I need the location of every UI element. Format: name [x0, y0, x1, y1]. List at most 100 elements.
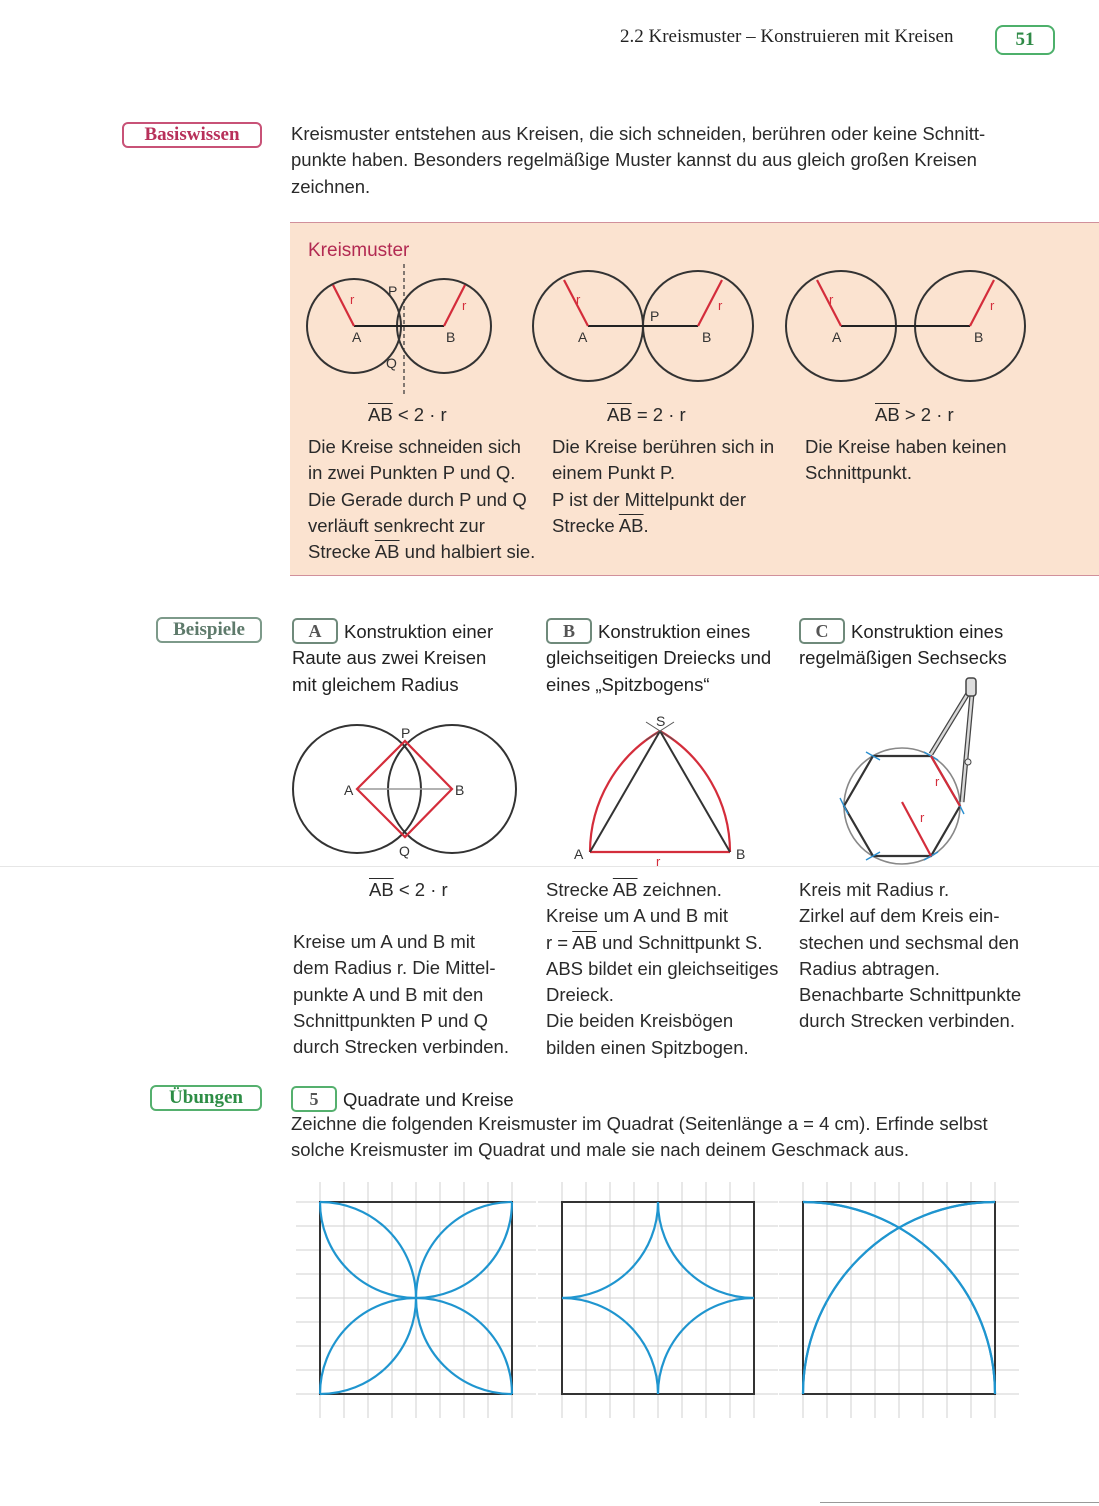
text-line: Kreise um A und B mit	[293, 931, 476, 952]
intro-line: Kreismuster entstehen aus Kreisen, die s…	[291, 123, 986, 144]
text-line: bilden einen Spitzbogen.	[546, 1036, 749, 1058]
triangle-arch-figure: S A B r	[574, 713, 745, 869]
label-s: S	[656, 713, 665, 729]
exercise-number: 5	[291, 1086, 337, 1112]
segment-ab: AB	[374, 541, 400, 563]
label-r: r	[829, 292, 834, 307]
example-letter-b: B	[546, 618, 592, 644]
text-line: Die Kreise berühren sich in	[552, 436, 775, 457]
intro-line: punkte haben. Besonders regelmäßige Must…	[291, 149, 977, 171]
segment-ab: AB	[369, 879, 394, 900]
text-line: P ist der Mittelpunkt der	[552, 488, 746, 510]
label-b: B	[702, 329, 711, 345]
label-r: r	[350, 292, 355, 307]
segment-ab: AB	[368, 404, 393, 425]
title-line: Raute aus zwei Kreisen	[292, 647, 487, 669]
text-line: r = AB und Schnittpunkt S.	[546, 930, 778, 956]
segment-ab: AB	[612, 879, 638, 900]
text-line: einem Punkt P.	[552, 462, 676, 484]
formula-case-1: AB < 2 · r	[368, 404, 447, 426]
intro-line: zeichnen.	[291, 175, 371, 197]
page-number: 51	[995, 25, 1055, 55]
formula-case-3: AB > 2 · r	[875, 404, 954, 426]
example-a-description: Kreise um A und B mit dem Radius r. Die …	[293, 929, 509, 1060]
text-line: ABS bildet ein gleichseitiges	[546, 957, 779, 979]
text-line: Die beiden Kreisbögen	[546, 1010, 734, 1032]
title-text: Konstruktion einer	[344, 621, 494, 642]
label-a: A	[352, 329, 362, 345]
title-line: regelmäßigen Sechsecks	[799, 647, 1007, 669]
text-line: Kreise um A und B mit	[546, 905, 729, 927]
title-text: Konstruktion eines	[598, 621, 751, 642]
example-letter-a: A	[292, 618, 338, 644]
pattern-petals	[296, 1182, 536, 1418]
formula-example-a: AB < 2 · r	[369, 879, 448, 901]
text-line: stechen und sechsmal den	[799, 931, 1020, 953]
label-q: Q	[386, 355, 397, 371]
label-r: r	[935, 774, 940, 789]
label-q: Q	[399, 843, 410, 859]
touching-circles-figure: A B P r r	[532, 270, 754, 382]
label-r: r	[990, 298, 995, 313]
text-line: Die Kreise haben keinen	[805, 436, 1007, 457]
title-line: mit gleichem Radius	[292, 673, 459, 695]
label-a: A	[574, 846, 584, 862]
text-line: punkte A und B mit den	[293, 983, 484, 1005]
case-3-text: Die Kreise haben keinen Schnittpunkt.	[805, 434, 1007, 487]
text-line: Die Kreise schneiden sich	[308, 436, 521, 457]
label-r: r	[656, 854, 661, 869]
text-line: Schnittpunkten P und Q	[293, 1009, 489, 1031]
text-line: solche Kreismuster im Quadrat und male s…	[291, 1139, 909, 1161]
text-line: durch Strecken verbinden.	[293, 1036, 509, 1058]
segment-ab: AB	[875, 404, 900, 425]
example-c-description: Kreis mit Radius r. Zirkel auf dem Kreis…	[799, 877, 1021, 1035]
beispiele-tag: Beispiele	[156, 617, 262, 643]
text-line: Strecke AB zeichnen.	[546, 877, 778, 903]
kreismuster-title: Kreismuster	[308, 240, 410, 261]
text-line: Zirkel auf dem Kreis ein-	[799, 905, 1000, 927]
basiswissen-intro: Kreismuster entstehen aus Kreisen, die s…	[291, 121, 985, 200]
rhombus-construction-figure: A B P Q	[292, 724, 517, 859]
example-b-title: B Konstruktion eines gleichseitigen Dreie…	[546, 618, 771, 698]
text-line: durch Strecken verbinden.	[799, 1010, 1015, 1032]
label-a: A	[832, 329, 842, 345]
text-fragment: r =	[546, 931, 573, 953]
label-r: r	[920, 810, 925, 825]
formula-case-2: AB = 2 · r	[607, 404, 686, 426]
example-c-title: C Konstruktion eines regelmäßigen Sechsec…	[799, 618, 1007, 672]
text-fragment: und Schnittpunkt S.	[596, 931, 763, 953]
text-line: Schnittpunkt.	[805, 462, 912, 484]
label-a: A	[344, 782, 354, 798]
title-text: Konstruktion eines	[851, 621, 1004, 642]
label-r: r	[576, 292, 581, 307]
formula-rest: = 2 · r	[631, 404, 686, 425]
case-2-text: Die Kreise berühren sich in einem Punkt …	[552, 434, 774, 539]
text-fragment: und halbiert sie.	[399, 541, 536, 563]
text-fragment: Strecke	[546, 879, 613, 900]
footer-rule	[820, 1502, 1099, 1503]
segment-ab: AB	[572, 931, 597, 953]
text-fragment: Strecke	[308, 541, 375, 563]
example-letter-c: C	[799, 618, 845, 644]
text-line: Strecke AB und halbiert sie.	[308, 539, 535, 565]
text-line: Radius abtragen.	[799, 957, 940, 979]
case-1-text: Die Kreise schneiden sich in zwei Punkte…	[308, 434, 535, 565]
section-title: 2.2 Kreismuster – Konstruieren mit Kreis…	[620, 26, 954, 47]
exercise-title: 5 Quadrate und Kreise	[291, 1086, 514, 1113]
basiswissen-tag: Basiswissen	[122, 122, 262, 148]
intersecting-circles-figure: A B P Q r r	[306, 264, 492, 394]
kreismuster-box	[290, 222, 1099, 576]
pattern-star	[538, 1182, 778, 1418]
label-b: B	[974, 329, 983, 345]
label-r: r	[462, 298, 467, 313]
formula-rest: < 2 · r	[392, 404, 447, 425]
text-fragment: zeichnen.	[637, 879, 722, 900]
text-line: Kreis mit Radius r.	[799, 879, 950, 900]
label-b: B	[446, 329, 455, 345]
text-fragment: Strecke	[552, 514, 619, 536]
divider	[0, 866, 1099, 867]
label-r: r	[718, 298, 723, 313]
title-line: eines „Spitzbogens“	[546, 673, 710, 695]
formula-rest: < 2 · r	[393, 879, 448, 900]
text-line: Zeichne die folgenden Kreismuster im Qua…	[291, 1113, 988, 1134]
